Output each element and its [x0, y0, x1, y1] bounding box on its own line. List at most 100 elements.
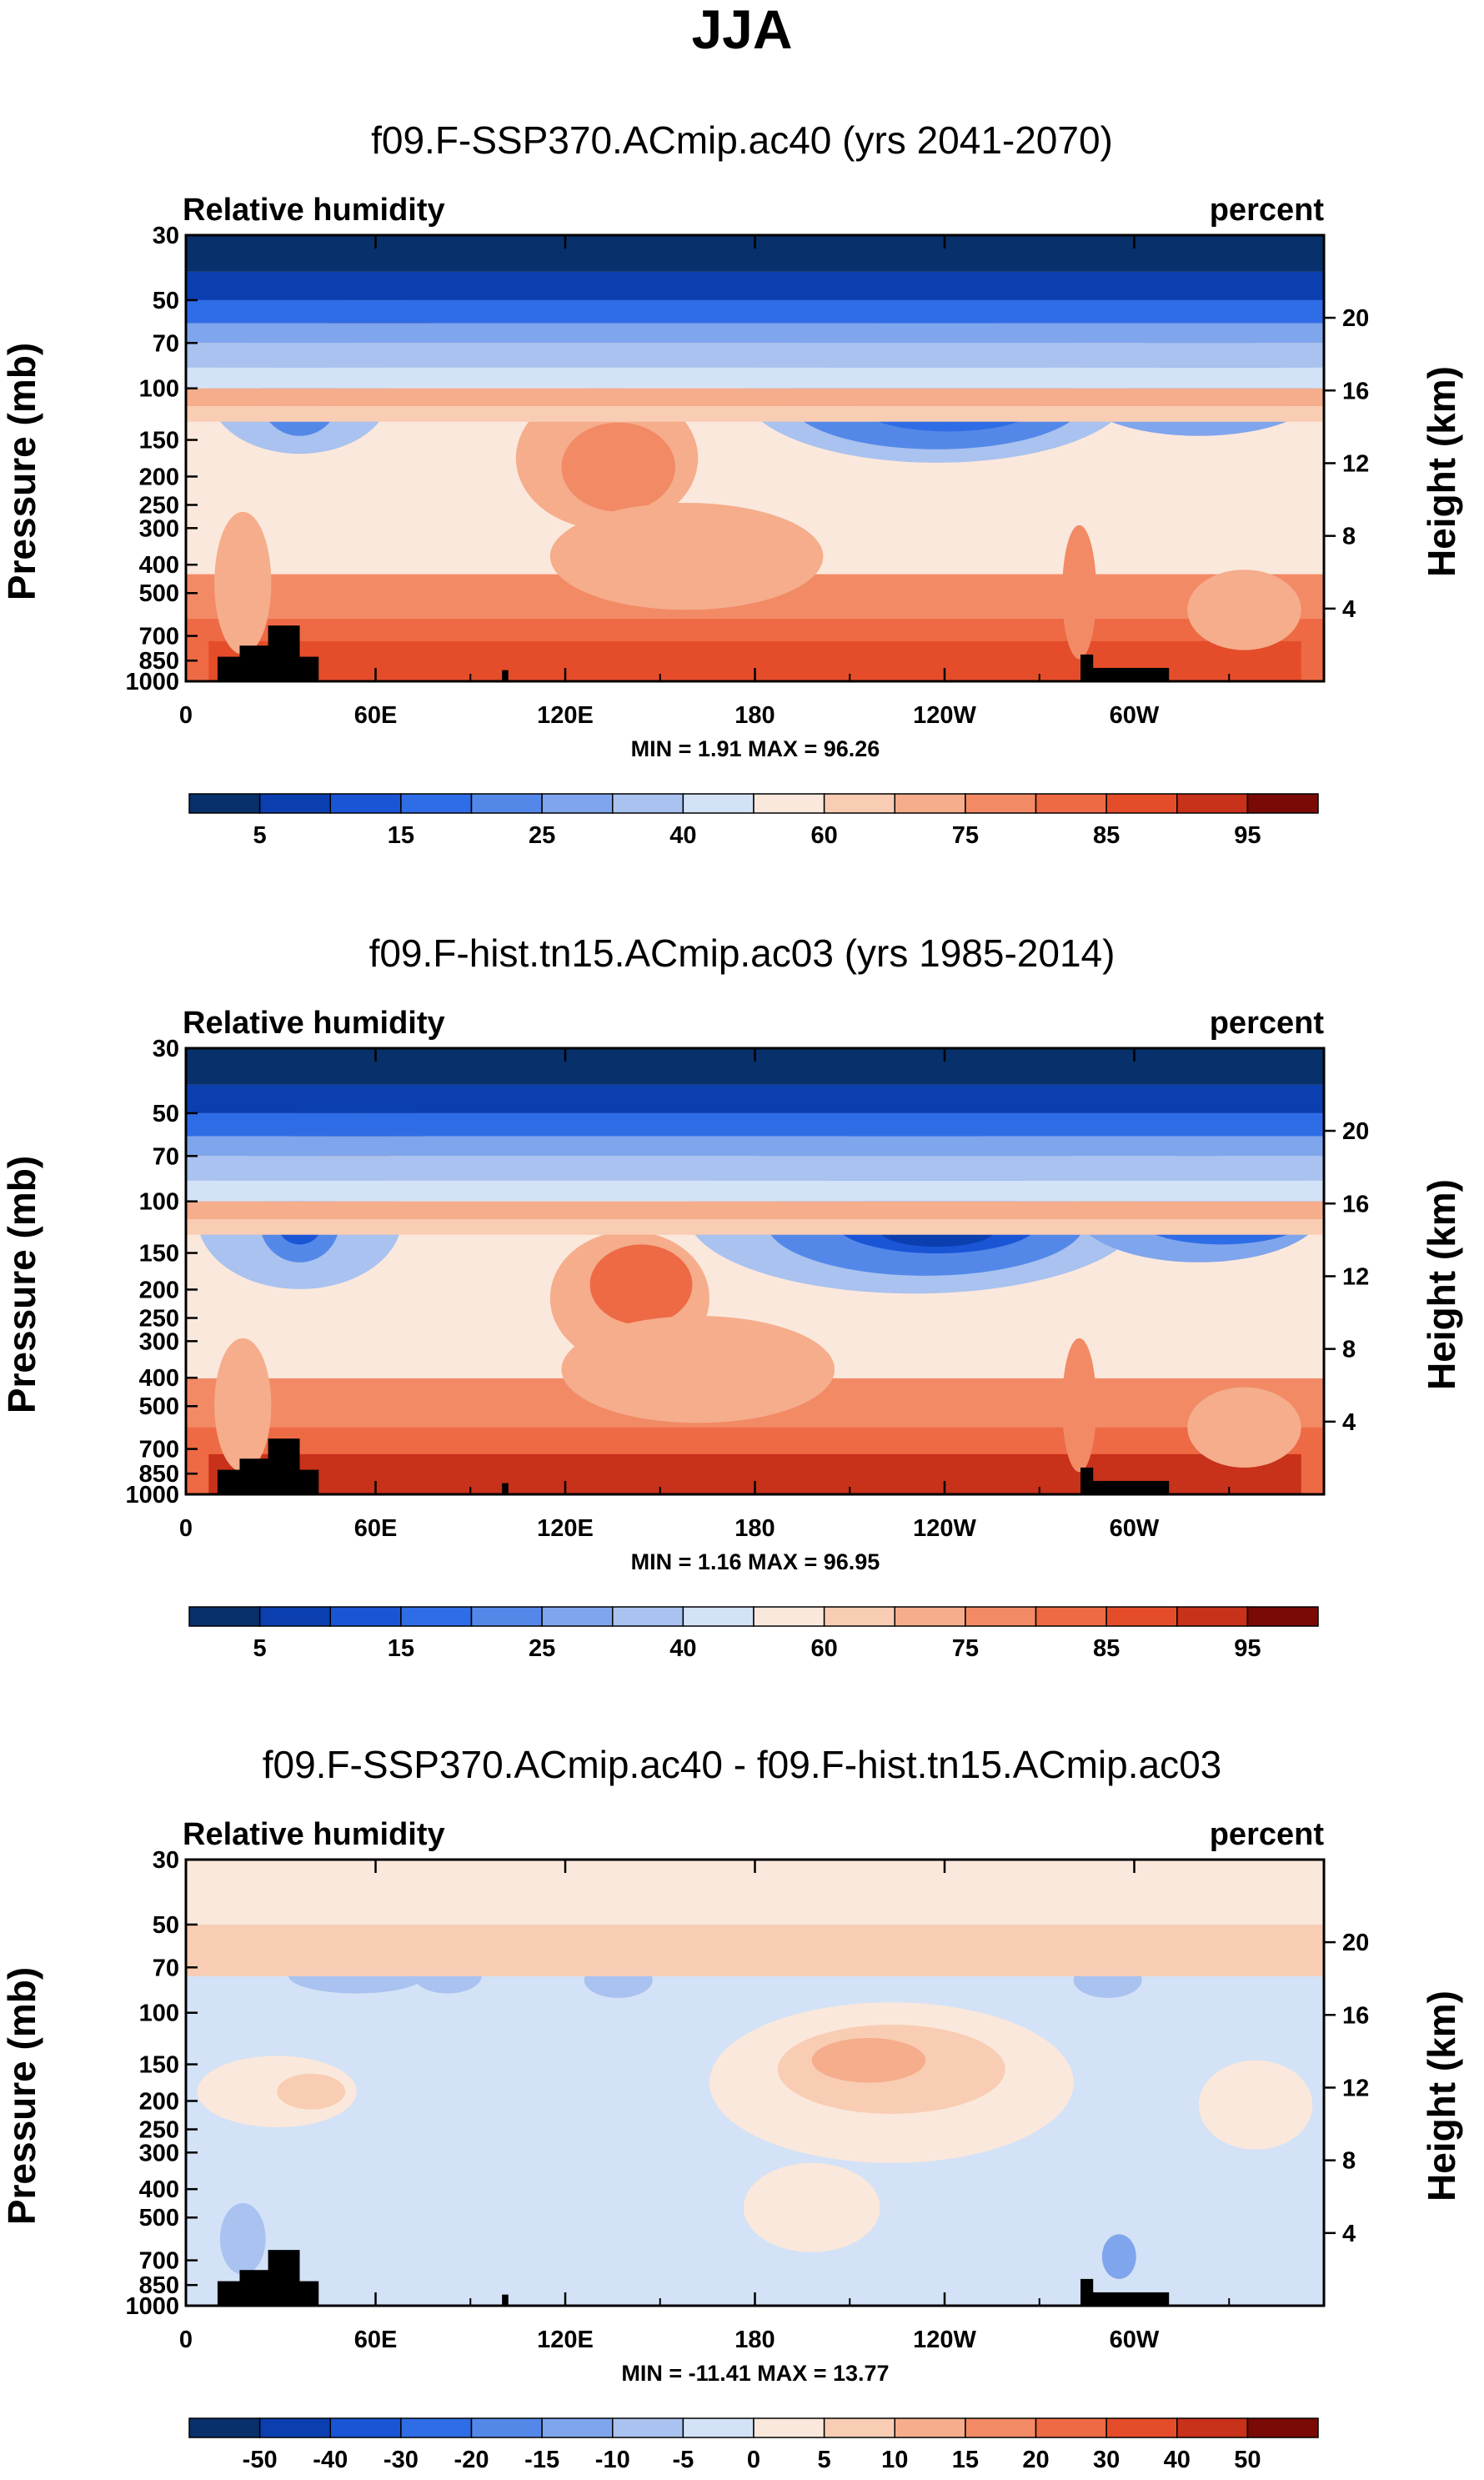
right-axis-label: Height (km)	[1420, 1991, 1463, 2201]
colorbar-label: -30	[384, 2447, 419, 2473]
colorbar-box	[258, 793, 331, 814]
contour-region	[1062, 525, 1096, 660]
colorbar-box	[400, 2417, 473, 2438]
height-tick-label: 4	[1342, 2221, 1356, 2247]
x-tick-label: 60W	[1110, 2327, 1160, 2353]
colorbar-box	[823, 2417, 895, 2438]
contour-region	[277, 2073, 346, 2110]
y-tick-label: 30	[153, 1847, 179, 1874]
colorbar-box	[823, 793, 895, 814]
height-tick-label: 4	[1342, 596, 1356, 623]
panel-title: f09.F-SSP370.ACmip.ac40 (yrs 2041-2070)	[371, 118, 1113, 162]
colorbar-box	[258, 1606, 331, 1627]
y-tick-label: 1000	[125, 1482, 179, 1509]
x-tick-label: 120E	[537, 2327, 594, 2353]
y-tick-label: 500	[139, 1393, 179, 1420]
y-tick-label: 400	[139, 1365, 179, 1392]
colorbar-box	[1176, 2417, 1249, 2438]
y-tick-label: 30	[153, 1036, 179, 1062]
topography-mask	[268, 1438, 300, 1494]
x-tick-label: 180	[734, 2327, 775, 2353]
colorbar-box	[329, 2417, 402, 2438]
y-tick-label: 1000	[125, 669, 179, 695]
y-tick-label: 200	[139, 464, 179, 490]
colorbar-label: 30	[1093, 2447, 1120, 2473]
height-tick-label: 16	[1342, 2002, 1369, 2029]
y-tick-label: 150	[139, 1241, 179, 1268]
y-tick-label: 400	[139, 2176, 179, 2203]
min-max-label: MIN = -11.41 MAX = 13.77	[621, 2361, 889, 2386]
panels: f09.F-SSP370.ACmip.ac40 (yrs 2041-2070) R…	[0, 118, 1463, 2473]
y-tick-label: 250	[139, 2116, 179, 2143]
stratosphere-band	[186, 1084, 1324, 1113]
colorbar-label: 5	[253, 822, 267, 849]
colorbar-box	[188, 2417, 261, 2438]
colorbar-label: 50	[1234, 2447, 1261, 2473]
y-tick-label: 100	[139, 2001, 179, 2027]
y-tick-label: 250	[139, 1305, 179, 1332]
colorbar-box	[470, 1606, 543, 1627]
stratosphere-band	[186, 1219, 1324, 1235]
y-tick-label: 250	[139, 492, 179, 519]
contour-region	[402, 2002, 721, 2306]
colorbar-box	[188, 793, 261, 814]
y-tick-label: 500	[139, 580, 179, 607]
colorbar-box	[682, 2417, 755, 2438]
x-tick-label: 60E	[354, 702, 398, 729]
x-tick-label: 120E	[537, 1515, 594, 1542]
right-axis-label: Height (km)	[1420, 1179, 1463, 1390]
stratosphere-band	[186, 1156, 1324, 1181]
x-tick-label: 60W	[1110, 1515, 1160, 1542]
chart-panel: f09.F-SSP370.ACmip.ac40 - f09.F-hist.tn1…	[0, 1743, 1463, 2473]
colorbar-label: 40	[669, 1635, 696, 1662]
contour-region	[561, 422, 675, 512]
colorbar-label: -15	[524, 2447, 559, 2473]
height-tick-label: 20	[1342, 1118, 1369, 1145]
contour-region	[1101, 2234, 1136, 2279]
colorbar-box	[541, 793, 614, 814]
height-tick-label: 12	[1342, 450, 1369, 477]
height-tick-label: 12	[1342, 1263, 1369, 1290]
y-axis-label: Pressure (mb)	[0, 1967, 43, 2225]
stratosphere-band	[186, 1180, 1324, 1202]
y-tick-label: 300	[139, 515, 179, 542]
height-tick-label: 4	[1342, 1409, 1356, 1436]
colorbar-box	[329, 793, 402, 814]
topography-mask	[268, 2250, 300, 2306]
min-max-label: MIN = 1.16 MAX = 96.95	[631, 1549, 880, 1574]
topography-mask	[1080, 667, 1170, 681]
y-tick-label: 300	[139, 1328, 179, 1355]
colorbar-box	[1035, 2417, 1107, 2438]
colorbar-label: 20	[1022, 2447, 1049, 2473]
y-tick-label: 700	[139, 624, 179, 650]
colorbar-box	[682, 1606, 755, 1627]
colorbar-label: 10	[881, 2447, 908, 2473]
colorbar-box	[1176, 793, 1249, 814]
chart-panel: f09.F-hist.tn15.ACmip.ac03 (yrs 1985-201…	[0, 931, 1463, 1662]
y-tick-label: 700	[139, 2248, 179, 2275]
x-tick-label: 60W	[1110, 702, 1160, 729]
colorbar-box	[258, 2417, 331, 2438]
stratosphere-band	[186, 1136, 1324, 1157]
colorbar-box	[894, 2417, 966, 2438]
panel-units-label: percent	[1210, 1006, 1325, 1041]
right-axis-label: Height (km)	[1420, 366, 1463, 577]
panel-title: f09.F-SSP370.ACmip.ac40 - f09.F-hist.tn1…	[263, 1743, 1222, 1786]
colorbar-label: 15	[388, 1635, 414, 1662]
colorbar-label: -50	[243, 2447, 278, 2473]
x-tick-label: 120W	[913, 1515, 976, 1542]
x-tick-label: 180	[734, 1515, 775, 1542]
height-tick-label: 8	[1342, 2148, 1356, 2175]
x-tick-label: 120E	[537, 702, 594, 729]
colorbar-label: 95	[1234, 1635, 1261, 1662]
stratosphere-band	[186, 406, 1324, 422]
colorbar-box	[612, 793, 684, 814]
colorbar-label: 85	[1093, 822, 1120, 849]
y-tick-label: 700	[139, 1437, 179, 1463]
colorbar-box	[1035, 1606, 1107, 1627]
contour-field	[186, 1048, 1324, 1494]
colorbar-box	[541, 1606, 614, 1627]
colorbar-label: 95	[1234, 822, 1261, 849]
stratosphere-band	[186, 323, 1324, 344]
panel-title: f09.F-hist.tn15.ACmip.ac03 (yrs 1985-201…	[369, 931, 1116, 975]
